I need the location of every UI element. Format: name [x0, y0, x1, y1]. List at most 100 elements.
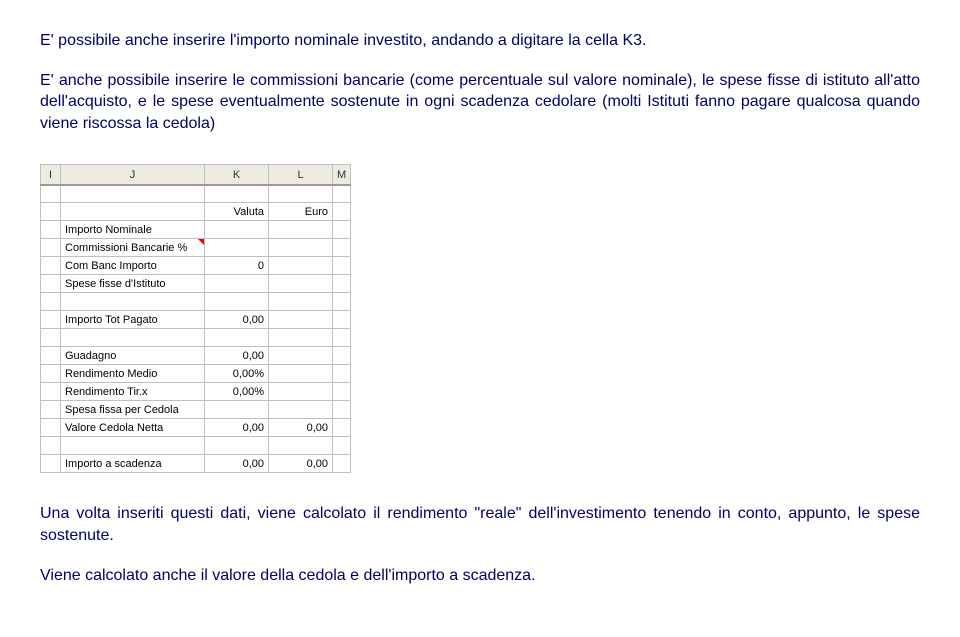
cell[interactable] — [41, 221, 61, 239]
cell[interactable] — [333, 347, 351, 365]
cell[interactable] — [333, 257, 351, 275]
row-label[interactable]: Spese fisse d'Istituto — [61, 275, 205, 293]
cell-value-k[interactable] — [205, 401, 269, 419]
row-label[interactable] — [61, 437, 205, 455]
cell[interactable] — [333, 455, 351, 473]
cell[interactable] — [333, 293, 351, 311]
table-row: Com Banc Importo0 — [41, 257, 351, 275]
cell[interactable] — [333, 365, 351, 383]
cell[interactable] — [41, 365, 61, 383]
cell-value-k[interactable]: 0,00 — [205, 419, 269, 437]
cell-value-k[interactable]: 0 — [205, 257, 269, 275]
cell[interactable] — [41, 311, 61, 329]
cell[interactable] — [333, 203, 351, 221]
cell[interactable] — [41, 275, 61, 293]
cell[interactable] — [41, 419, 61, 437]
cell-value-k[interactable] — [205, 293, 269, 311]
col-header-i[interactable]: I — [41, 165, 61, 185]
cell-value-k[interactable]: 0,00 — [205, 455, 269, 473]
cell[interactable] — [41, 383, 61, 401]
cell[interactable] — [333, 419, 351, 437]
table-row — [41, 329, 351, 347]
cell-value-l[interactable] — [269, 329, 333, 347]
cell-value-l[interactable] — [269, 275, 333, 293]
cell-value-k[interactable]: 0,00% — [205, 383, 269, 401]
cell-value-l[interactable]: 0,00 — [269, 455, 333, 473]
spreadsheet-region: I J K L M ValutaEuro Importo NominaleComm… — [40, 164, 920, 473]
column-header-row: I J K L M — [41, 165, 351, 185]
table-row: Commissioni Bancarie % — [41, 239, 351, 257]
row-label[interactable]: Importo Nominale — [61, 221, 205, 239]
col-header-j[interactable]: J — [61, 165, 205, 185]
paragraph-4: Viene calcolato anche il valore della ce… — [40, 565, 920, 587]
col-header-l[interactable]: L — [269, 165, 333, 185]
table-row — [41, 437, 351, 455]
cell[interactable] — [333, 185, 351, 203]
cell-value-k[interactable]: Valuta — [205, 203, 269, 221]
row-label[interactable]: Rendimento Medio — [61, 365, 205, 383]
col-header-m[interactable]: M — [333, 165, 351, 185]
table-row: Valore Cedola Netta0,000,00 — [41, 419, 351, 437]
cell-value-k[interactable] — [205, 437, 269, 455]
cell[interactable] — [333, 311, 351, 329]
cell-value-l[interactable] — [269, 437, 333, 455]
paragraph-2: E' anche possibile inserire le commissio… — [40, 70, 920, 135]
cell-value-l[interactable] — [269, 347, 333, 365]
cell[interactable] — [41, 329, 61, 347]
cell-value-k[interactable] — [205, 221, 269, 239]
cell[interactable] — [41, 455, 61, 473]
cell[interactable] — [41, 293, 61, 311]
cell[interactable] — [333, 275, 351, 293]
row-label[interactable]: Importo a scadenza — [61, 455, 205, 473]
row-label[interactable] — [61, 329, 205, 347]
row-label[interactable]: Com Banc Importo — [61, 257, 205, 275]
cell-value-k[interactable] — [205, 275, 269, 293]
cell-value-l[interactable] — [269, 239, 333, 257]
cell[interactable] — [205, 185, 269, 203]
cell-value-l[interactable] — [269, 221, 333, 239]
cell[interactable] — [61, 185, 205, 203]
table-row: Spese fisse d'Istituto — [41, 275, 351, 293]
cell[interactable] — [333, 239, 351, 257]
cell-value-k[interactable] — [205, 329, 269, 347]
cell[interactable] — [333, 401, 351, 419]
row-label[interactable]: Importo Tot Pagato — [61, 311, 205, 329]
cell[interactable] — [269, 185, 333, 203]
row-label[interactable] — [61, 203, 205, 221]
cell[interactable] — [333, 437, 351, 455]
cell[interactable] — [41, 239, 61, 257]
cell[interactable] — [333, 329, 351, 347]
cell[interactable] — [333, 221, 351, 239]
table-row: Rendimento Medio0,00% — [41, 365, 351, 383]
cell-value-l[interactable] — [269, 311, 333, 329]
cell[interactable] — [41, 401, 61, 419]
cell[interactable] — [333, 383, 351, 401]
cell-value-k[interactable]: 0,00% — [205, 365, 269, 383]
cell[interactable] — [41, 185, 61, 203]
cell-value-l[interactable]: Euro — [269, 203, 333, 221]
cell-value-k[interactable]: 0,00 — [205, 311, 269, 329]
table-row: Rendimento Tir.x0,00% — [41, 383, 351, 401]
row-label[interactable]: Guadagno — [61, 347, 205, 365]
cell-value-l[interactable] — [269, 293, 333, 311]
cell[interactable] — [41, 437, 61, 455]
cell-value-l[interactable] — [269, 257, 333, 275]
cell-value-k[interactable]: 0,00 — [205, 347, 269, 365]
row-label[interactable] — [61, 293, 205, 311]
row-label[interactable]: Rendimento Tir.x — [61, 383, 205, 401]
cell-value-l[interactable] — [269, 365, 333, 383]
col-header-k[interactable]: K — [205, 165, 269, 185]
cell[interactable] — [41, 347, 61, 365]
paragraph-1: E' possibile anche inserire l'importo no… — [40, 30, 920, 52]
table-row: Guadagno0,00 — [41, 347, 351, 365]
cell[interactable] — [41, 203, 61, 221]
row-label[interactable]: Commissioni Bancarie % — [61, 239, 205, 257]
table-row: Importo Nominale — [41, 221, 351, 239]
cell-value-l[interactable] — [269, 401, 333, 419]
row-label[interactable]: Valore Cedola Netta — [61, 419, 205, 437]
cell-value-l[interactable]: 0,00 — [269, 419, 333, 437]
cell-value-l[interactable] — [269, 383, 333, 401]
cell[interactable] — [41, 257, 61, 275]
row-label[interactable]: Spesa fissa per Cedola — [61, 401, 205, 419]
cell-value-k[interactable] — [205, 239, 269, 257]
